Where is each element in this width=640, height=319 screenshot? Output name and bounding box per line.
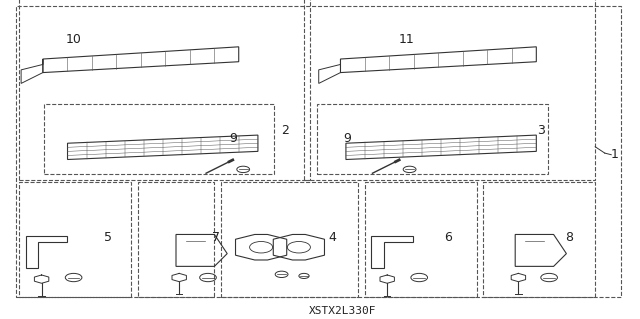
Text: 4: 4: [328, 231, 336, 244]
Bar: [221, 182, 358, 297]
Text: XSTX2L330F: XSTX2L330F: [308, 306, 376, 316]
Text: 8: 8: [566, 231, 573, 244]
Bar: [19, 182, 131, 297]
Bar: [304, 0, 595, 180]
Bar: [19, 0, 310, 180]
Text: 9: 9: [344, 132, 351, 145]
Text: 1: 1: [611, 148, 618, 161]
Text: 10: 10: [66, 33, 81, 46]
Bar: [483, 182, 595, 297]
Bar: [44, 104, 274, 174]
Text: 9: 9: [230, 132, 237, 145]
Text: 2: 2: [281, 124, 289, 137]
Bar: [138, 182, 214, 297]
Bar: [365, 182, 477, 297]
Text: 7: 7: [212, 231, 220, 244]
Text: 5: 5: [104, 231, 111, 244]
Text: 6: 6: [444, 231, 452, 244]
Text: 11: 11: [399, 33, 414, 46]
Bar: [317, 104, 548, 174]
Text: 3: 3: [537, 124, 545, 137]
